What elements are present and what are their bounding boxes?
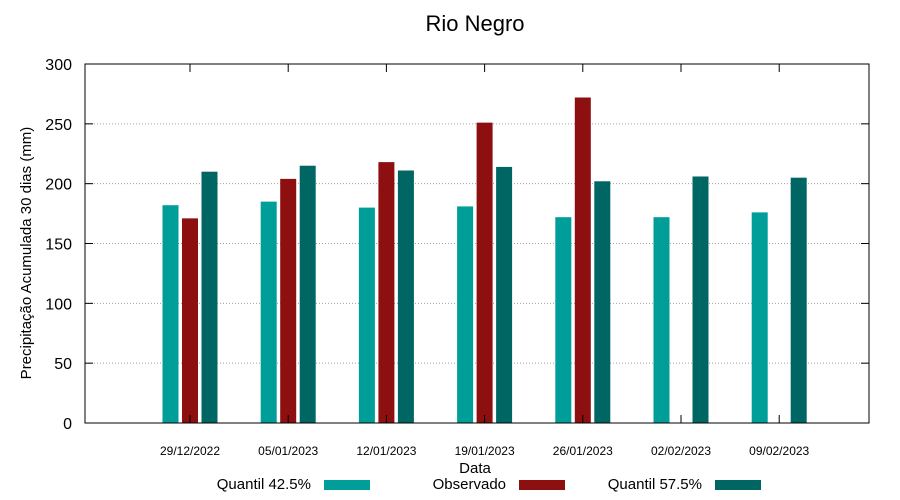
y-axis-label: Precipitação Acumulada 30 dias (mm) <box>18 127 35 380</box>
bar <box>162 205 179 423</box>
x-tick-label: 05/01/2023 <box>258 444 318 458</box>
y-tick-label: 0 <box>63 416 72 433</box>
y-axis-ticks: 0 50 100 150 200 250 300 <box>45 57 869 433</box>
legend-swatch <box>324 480 370 490</box>
legend-label: Observado <box>433 476 506 493</box>
bars <box>162 97 807 424</box>
legend-label: Quantil 57.5% <box>608 476 702 493</box>
bar <box>280 178 297 423</box>
legend: Quantil 42.5% Observado Quantil 57.5% <box>217 476 761 493</box>
bar <box>397 170 414 423</box>
y-tick-label: 150 <box>45 237 72 254</box>
legend-swatch <box>715 480 761 490</box>
bar <box>182 218 198 423</box>
legend-label: Quantil 42.5% <box>217 476 311 493</box>
x-tick-label: 09/02/2023 <box>749 444 809 458</box>
y-tick-label: 200 <box>45 177 72 194</box>
bar <box>457 206 474 423</box>
bar <box>555 217 572 423</box>
x-tick-label: 29/12/2022 <box>160 444 220 458</box>
y-tick-label: 100 <box>45 296 72 313</box>
x-tick-label: 26/01/2023 <box>553 444 613 458</box>
bar <box>574 97 591 424</box>
x-tick-label: 19/01/2023 <box>455 444 515 458</box>
bar <box>201 171 218 423</box>
bar <box>476 122 493 424</box>
bar <box>260 201 277 423</box>
bar <box>692 176 709 423</box>
x-axis-label: Data <box>459 460 491 477</box>
chart-title: Rio Negro <box>425 11 524 36</box>
bar <box>790 177 807 423</box>
bar <box>751 212 768 423</box>
bar <box>496 166 513 423</box>
bar <box>594 181 611 423</box>
y-tick-label: 250 <box>45 117 72 134</box>
legend-swatch <box>519 480 565 490</box>
x-tick-label: 02/02/2023 <box>651 444 711 458</box>
bar <box>653 217 670 423</box>
y-tick-label: 50 <box>54 356 72 373</box>
bar <box>378 162 395 424</box>
x-axis-ticks: 29/12/2022 05/01/2023 12/01/2023 19/01/2023… <box>160 64 810 458</box>
y-tick-label: 300 <box>45 57 72 74</box>
bar <box>358 207 375 423</box>
bar <box>299 165 316 423</box>
x-tick-label: 12/01/2023 <box>356 444 416 458</box>
